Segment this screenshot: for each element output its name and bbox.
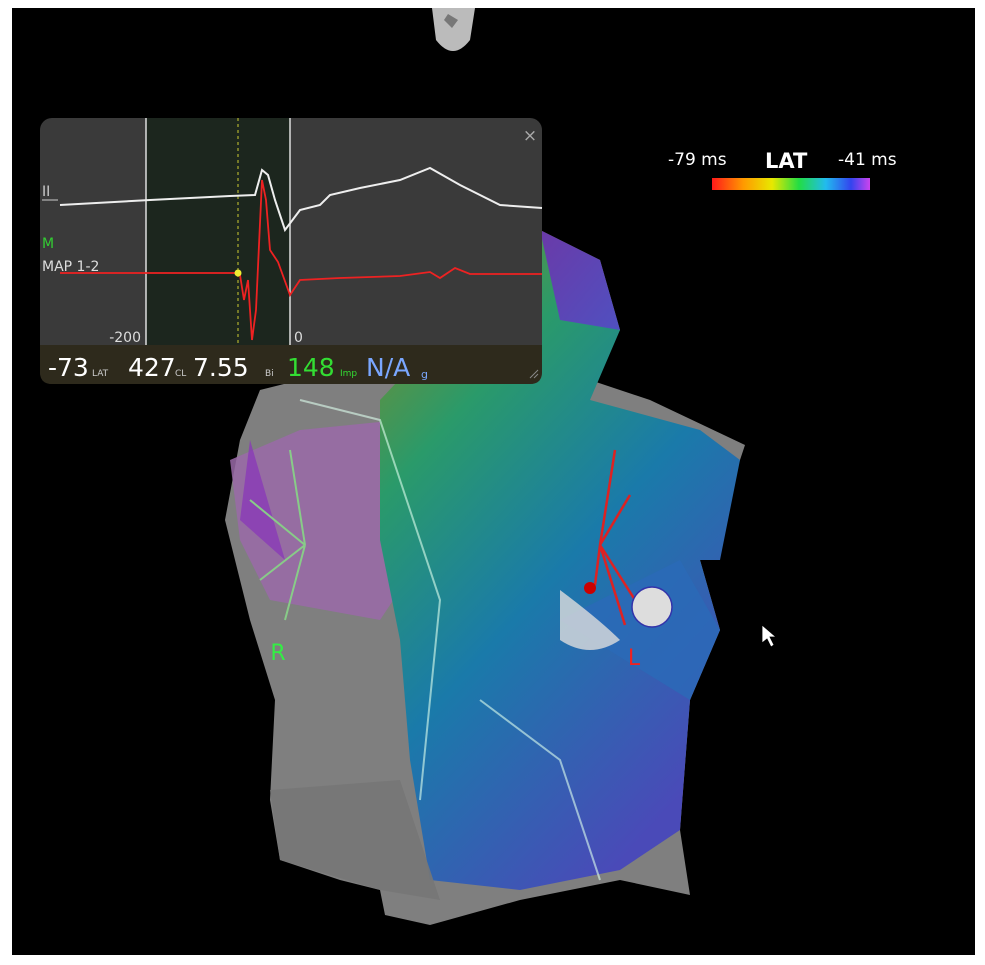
- channel-label: II: [42, 184, 50, 200]
- left-label: L: [628, 646, 641, 671]
- readout-value: N/A: [366, 353, 410, 382]
- mouse-cursor: [761, 624, 778, 648]
- top-icon-dot: [444, 14, 458, 28]
- top-icon: [432, 8, 475, 51]
- readout-unit: CL: [175, 369, 186, 379]
- readout-value: -73: [48, 353, 89, 382]
- close-button[interactable]: ×: [523, 126, 537, 146]
- legend-min: -79 ms: [668, 150, 727, 170]
- legend-max: -41 ms: [838, 150, 897, 170]
- readout-unit: g: [421, 368, 428, 381]
- anatomy-map: [225, 230, 745, 925]
- legend-title: LAT: [765, 149, 808, 173]
- signal-panel: [40, 118, 543, 384]
- readout-value: 7.55: [193, 353, 249, 382]
- readout-unit: LAT: [92, 369, 109, 379]
- readout-unit: Bi: [265, 369, 274, 379]
- readout-value: 148: [287, 353, 335, 382]
- legend-colorbar: [712, 178, 870, 190]
- readout-value: 427: [128, 353, 176, 382]
- axis-label: -200: [109, 330, 141, 346]
- marker-label: M: [42, 236, 54, 252]
- axis-label: 0: [294, 330, 303, 346]
- readout-unit: Imp: [340, 369, 357, 379]
- channel-label: MAP 1-2: [42, 259, 99, 275]
- right-label: R: [270, 641, 285, 666]
